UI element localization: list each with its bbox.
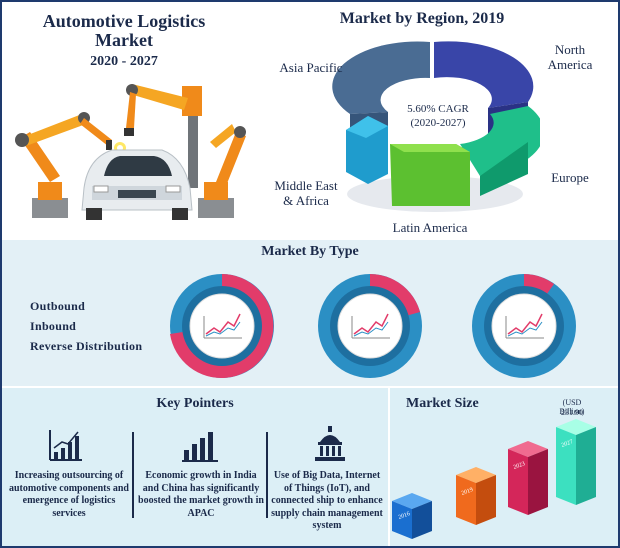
region-label-middle-east-africa: Middle East & Africa xyxy=(274,178,338,208)
bar-chart-icon xyxy=(182,432,218,462)
left-robot-arm-icon xyxy=(15,112,112,218)
page-subtitle-years: 2020 - 2027 xyxy=(90,54,158,69)
market-by-type-title: Market By Type xyxy=(261,244,359,259)
pointer-divider xyxy=(132,432,134,518)
key-pointers-panel xyxy=(2,388,388,546)
region-donut-chart xyxy=(332,41,540,212)
market-size-bars: 2016 2019 2023 2027 xyxy=(392,419,596,539)
right-robot-arm-icon xyxy=(198,124,246,218)
region-label-europe: Europe xyxy=(551,170,589,185)
market-size-value: 231.90 xyxy=(561,408,583,417)
region-label-north-america: North America xyxy=(547,42,593,72)
cagr-value: 5.60% CAGR xyxy=(407,103,469,115)
mini-line-chart-icon xyxy=(351,313,390,339)
latin-america-segment xyxy=(390,144,470,206)
bar-2023: 2023 xyxy=(508,441,548,515)
cagr-period: (2020-2027) xyxy=(410,117,466,129)
type-legend-outbound: Outbound xyxy=(30,299,86,313)
bar-year-label: 2023 xyxy=(513,461,526,471)
bar-2016: 2016 xyxy=(392,493,432,539)
bar-year-label: 2027 xyxy=(561,439,574,449)
car-icon xyxy=(81,149,193,220)
bar-year-label: 2019 xyxy=(461,487,474,497)
type-legend-reverse-distribution: Reverse Distribution xyxy=(30,339,143,353)
pointer-text-apac-growth: Economic growth in India and China has s… xyxy=(138,470,264,519)
page-title: Automotive Logistics Market xyxy=(42,11,206,50)
bar-2027: 2027 xyxy=(556,419,596,505)
north-america-segment xyxy=(434,41,534,108)
market-size-unit: (USD Billion) xyxy=(559,398,585,416)
asia-pacific-segment xyxy=(332,41,430,114)
pointer-text-outsourcing: Increasing outsourcing of automotive com… xyxy=(8,470,129,519)
pointer-divider xyxy=(266,432,268,518)
type-donut-reverse-distribution xyxy=(472,274,576,378)
capitol-building-icon xyxy=(315,426,345,461)
type-donut-inbound xyxy=(318,274,422,378)
region-label-asia-pacific: Asia Pacific xyxy=(279,60,343,75)
bar-year-label: 2016 xyxy=(398,511,411,521)
trend-chart-icon xyxy=(49,430,82,461)
robot-car-illustration xyxy=(15,84,246,220)
market-size-title: Market Size xyxy=(406,396,479,411)
type-legend-inbound: Inbound xyxy=(30,319,77,333)
key-pointers-title: Key Pointers xyxy=(156,396,234,411)
mini-line-chart-icon xyxy=(505,313,544,339)
region-label-latin-america: Latin America xyxy=(392,220,468,235)
cagr-label: 5.60% CAGR (2020-2027) xyxy=(388,102,488,130)
pointer-text-big-data: Use of Big Data, Internet of Things (IoT… xyxy=(271,470,383,531)
top-robot-arm-icon xyxy=(124,84,202,188)
type-donut-outbound xyxy=(170,274,274,378)
region-chart-title: Market by Region, 2019 xyxy=(339,10,505,27)
bar-2019: 2019 xyxy=(456,467,496,525)
mini-line-chart-icon xyxy=(203,313,242,339)
